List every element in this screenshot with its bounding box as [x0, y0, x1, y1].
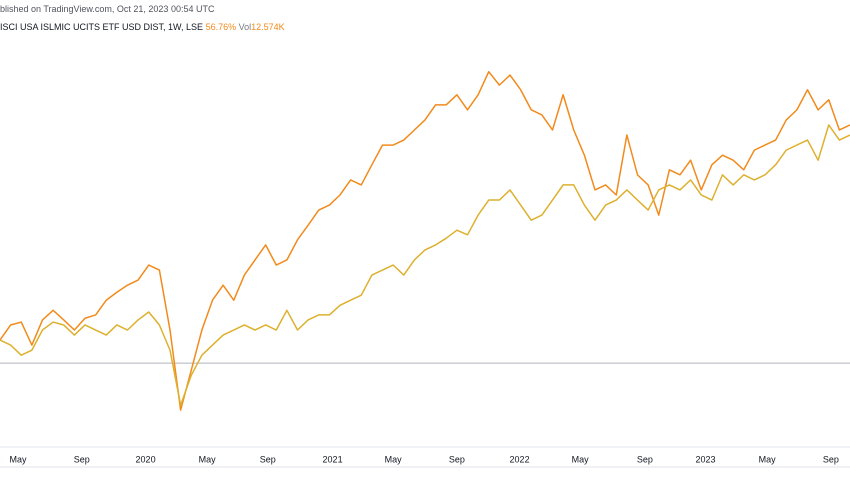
- x-tick-label: 2023: [695, 454, 715, 464]
- line-series: [0, 70, 850, 411]
- symbol: ISCI USA ISLMIC UCITS ETF USD DIST, 1W, …: [0, 22, 204, 32]
- x-tick-label: May: [385, 454, 403, 464]
- change: 56.76%: [205, 22, 237, 32]
- volume-label: Vol: [238, 22, 252, 32]
- x-tick-label: Sep: [74, 454, 90, 464]
- x-tick-label: Sep: [449, 454, 465, 464]
- legend: ISCI USA ISLMIC UCITS ETF USD DIST, 1W, …: [0, 22, 285, 32]
- x-tick-label: 2022: [510, 454, 530, 464]
- x-tick-label: Sep: [260, 454, 276, 464]
- x-tick-label: May: [572, 454, 590, 464]
- line-series: [0, 124, 850, 406]
- x-tick-label: May: [10, 454, 28, 464]
- x-tick-label: May: [759, 454, 777, 464]
- x-tick-label: 2021: [323, 454, 343, 464]
- published-note: blished on TradingView.com, Oct 21, 2023…: [0, 4, 215, 14]
- x-tick-label: Sep: [637, 454, 653, 464]
- x-tick-label: 2020: [136, 454, 156, 464]
- x-tick-label: Sep: [823, 454, 839, 464]
- x-tick-label: May: [199, 454, 217, 464]
- volume: 12.574K: [251, 22, 285, 32]
